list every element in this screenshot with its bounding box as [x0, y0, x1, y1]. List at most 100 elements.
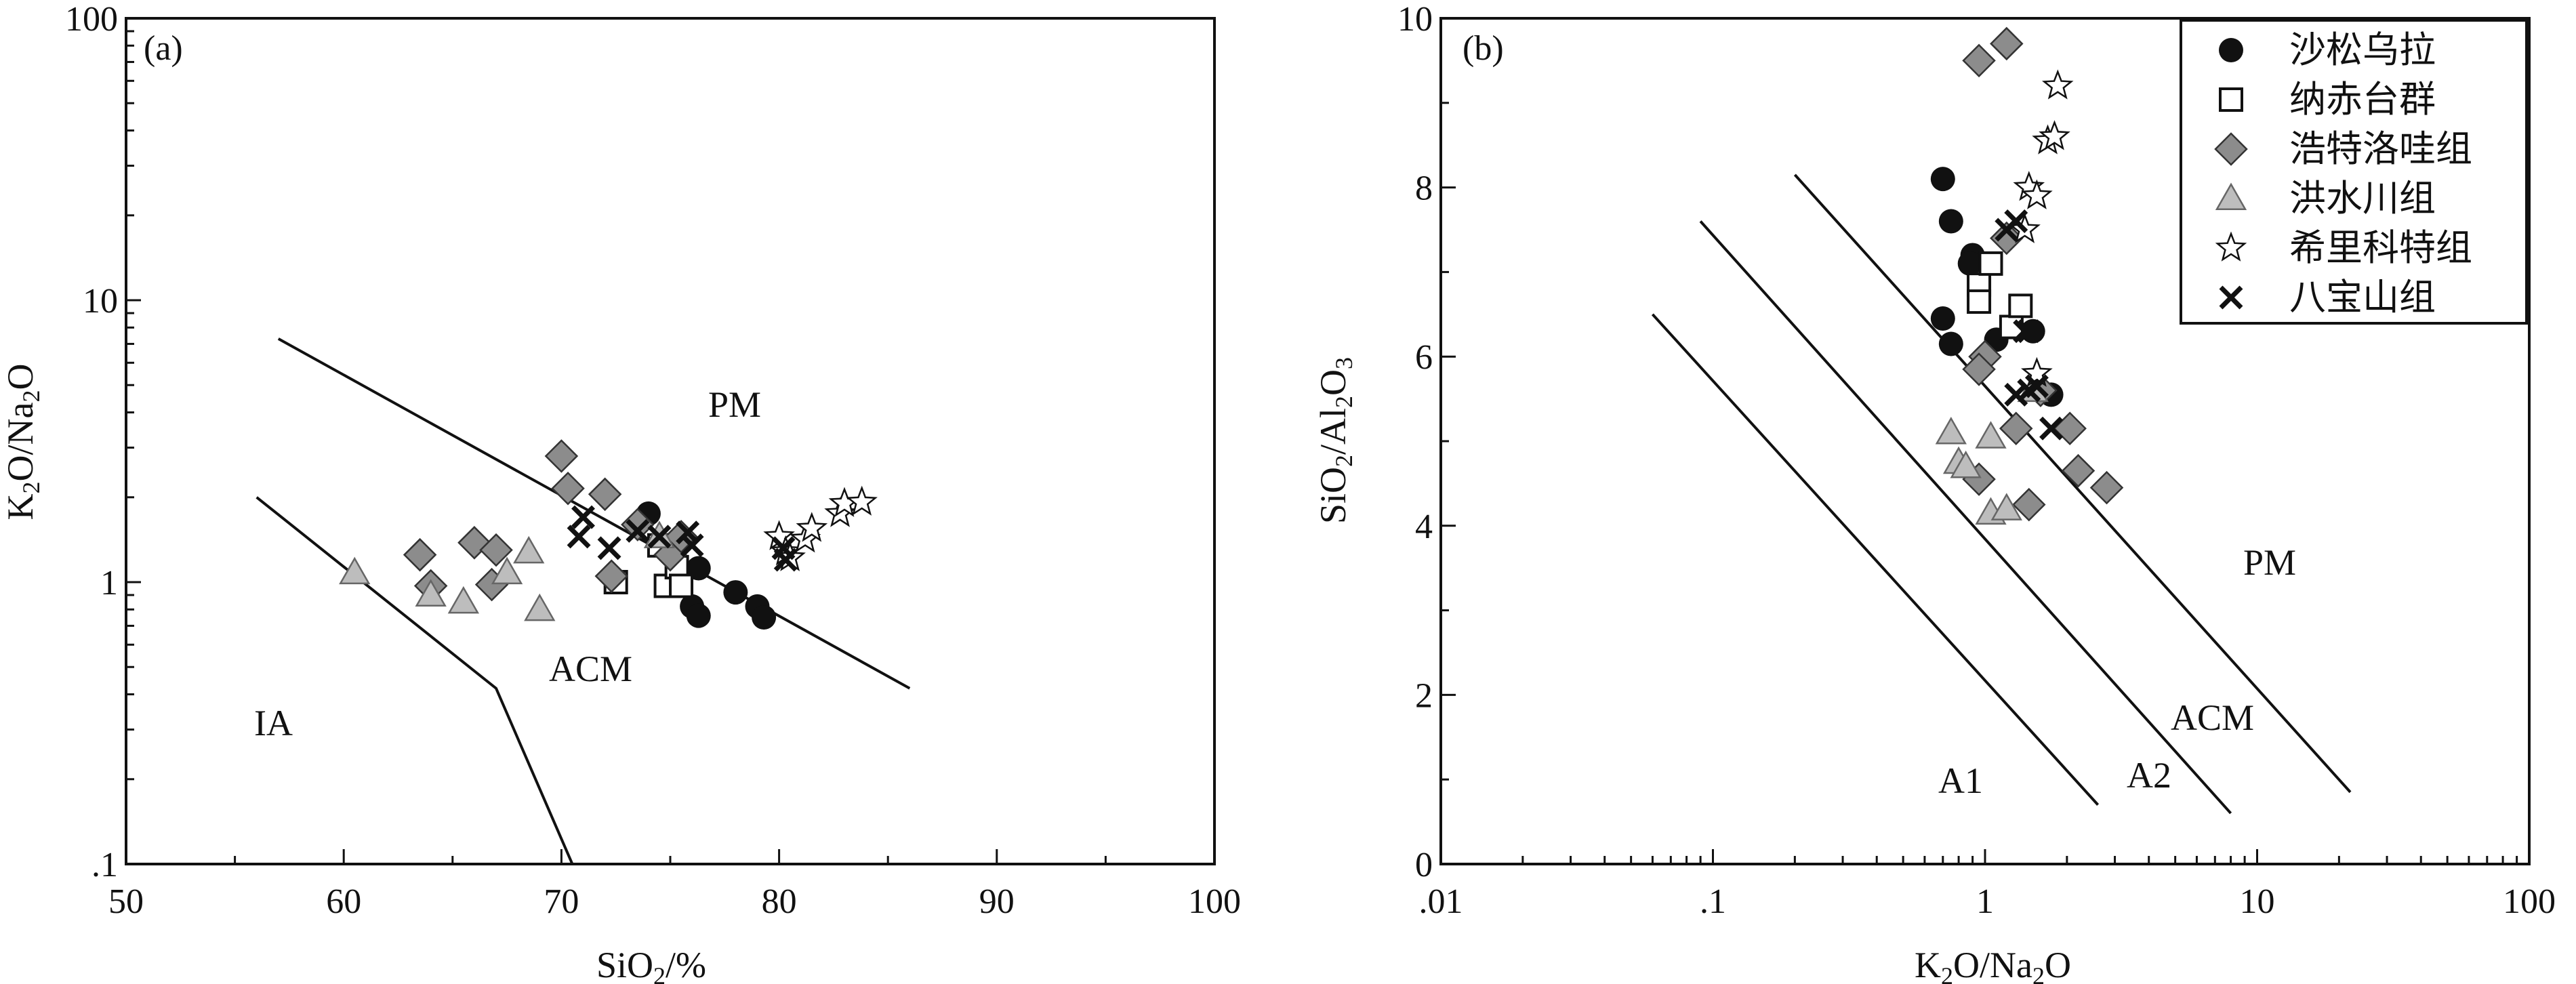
y-tick-label-b: 4	[1415, 508, 1433, 546]
point-circle-b	[2020, 319, 2045, 344]
point-star-a	[796, 512, 828, 542]
point-square-b	[1967, 289, 1992, 314]
y-tick-label-a: 10	[83, 282, 118, 321]
x-tick-label-a: 100	[1188, 882, 1241, 921]
point-diamond-a	[544, 439, 579, 473]
point-cross-b	[2013, 319, 2037, 344]
y-tick-label-b: 0	[1415, 846, 1433, 884]
legend-label-5: 希里科特组	[2289, 228, 2472, 268]
point-square-a	[669, 573, 694, 598]
y-axis-label-b: SiO2/Al2O3	[1313, 357, 1357, 524]
legend-label-1: 沙松乌拉	[2289, 30, 2436, 70]
point-diamond-b	[1999, 411, 2033, 446]
point-square-b	[2008, 293, 2033, 319]
panel-label-b: (b)	[1463, 29, 1504, 68]
point-triangle-a	[339, 556, 371, 585]
field-boundaries-a	[255, 337, 911, 865]
point-diamond-b	[1962, 352, 1996, 386]
svg-text:K2O/Na2O: K2O/Na2O	[1915, 945, 2071, 984]
point-circle-b	[1930, 306, 1955, 331]
point-circle-a	[752, 604, 777, 630]
point-triangle-a	[524, 593, 556, 621]
x-tick-label-a: 60	[326, 882, 361, 921]
point-diamond-a	[403, 537, 437, 572]
point-circle-b	[1957, 251, 1982, 276]
point-triangle-b	[1950, 450, 1982, 478]
point-circle-b	[1938, 209, 1963, 234]
x-tick-label-b: 1	[1976, 882, 1994, 921]
point-cross-a	[626, 518, 650, 543]
data-points-a	[339, 439, 878, 630]
y-axis-label-a: K2O/Na2O	[0, 364, 45, 520]
field-label-a2-b: A2	[2127, 755, 2171, 796]
field-boundaries-b	[1651, 173, 2352, 815]
data-points-b	[1930, 26, 2124, 525]
point-diamond-a	[479, 533, 513, 567]
point-cross-a	[571, 505, 595, 529]
x-axis-label-a: SiO2/%	[596, 945, 706, 984]
svg-text:K2O/Na2O: K2O/Na2O	[0, 364, 45, 520]
legend-label-4: 洪水川组	[2289, 178, 2436, 219]
field-label-acm-b: ACM	[2171, 697, 2254, 738]
y-tick-label-a: 100	[65, 0, 118, 39]
point-star-b	[2039, 120, 2070, 150]
point-circle-a	[723, 580, 748, 605]
point-cross-b	[2004, 382, 2028, 407]
point-diamond-a	[588, 477, 622, 512]
point-circle-b	[1930, 167, 1955, 192]
field-label-pm-a: PM	[708, 384, 761, 425]
point-cross-b	[2039, 416, 2064, 440]
boundary-line-b-1	[1651, 313, 2100, 806]
y-tick-label-b: 10	[1397, 0, 1433, 39]
axis-ticks-b: .01 .1 1 10 100 0 2 4 6 8 10	[1397, 0, 2556, 921]
point-diamond-b	[2089, 470, 2124, 505]
x-tick-label-b: 10	[2240, 882, 2275, 921]
legend-symbol-circle	[2219, 38, 2243, 62]
point-circle-b	[1938, 331, 1963, 356]
point-cross-a	[773, 548, 798, 572]
x-tick-label-a: 50	[108, 882, 144, 921]
legend-box	[2180, 19, 2528, 325]
boundary-line-b-3	[1793, 173, 2352, 794]
point-diamond-a	[594, 559, 629, 593]
x-tick-label-a: 90	[979, 882, 1015, 921]
legend-symbol-star	[2215, 231, 2247, 262]
legend-symbol-square	[2219, 87, 2243, 112]
legend-symbols	[2214, 38, 2248, 310]
field-label-pm-b: PM	[2243, 542, 2296, 583]
point-triangle-b	[1935, 417, 1967, 445]
legend-symbol-triangle	[2215, 182, 2247, 210]
svg-text:SiO2/Al2O3: SiO2/Al2O3	[1313, 357, 1357, 524]
point-circle-a	[686, 603, 711, 628]
boundary-line-a-1	[277, 337, 911, 690]
x-tick-label-b: 100	[2503, 882, 2556, 921]
point-triangle-a	[415, 579, 447, 607]
boundary-line-b-2	[1699, 220, 2232, 815]
y-tick-label-a: 1	[100, 564, 118, 602]
point-cross-b	[2017, 319, 2041, 344]
legend-label-2: 纳赤台群	[2289, 79, 2436, 120]
point-diamond-b	[2012, 487, 2046, 522]
y-tick-label-b: 6	[1415, 338, 1433, 377]
legend-symbol-cross	[2219, 285, 2243, 310]
point-star-b	[2041, 69, 2074, 100]
x-tick-label-a: 70	[544, 882, 579, 921]
y-tick-label-b: 2	[1415, 676, 1433, 715]
chart-panel-a: 50 60 70 80 90 100 .1 1 10 100 (a) PM ACM IA SiO2…	[0, 0, 1241, 984]
boundary-line-a-2	[255, 496, 574, 865]
point-triangle-b	[1990, 493, 2022, 520]
field-label-acm-a: ACM	[549, 649, 632, 689]
point-diamond-a	[551, 471, 585, 506]
point-cross-a	[567, 525, 591, 549]
x-tick-label-b: .01	[1419, 882, 1463, 921]
point-diamond-b	[1990, 26, 2024, 61]
point-cross-b	[2004, 209, 2028, 233]
x-tick-label-b: .1	[1700, 882, 1726, 921]
point-cross-a	[680, 533, 704, 558]
point-square-b	[1978, 251, 2003, 276]
point-diamond-b	[1962, 43, 1996, 78]
point-diamond-b	[2061, 453, 2095, 488]
point-triangle-a	[513, 535, 545, 564]
point-diamond-b	[1990, 221, 2024, 255]
